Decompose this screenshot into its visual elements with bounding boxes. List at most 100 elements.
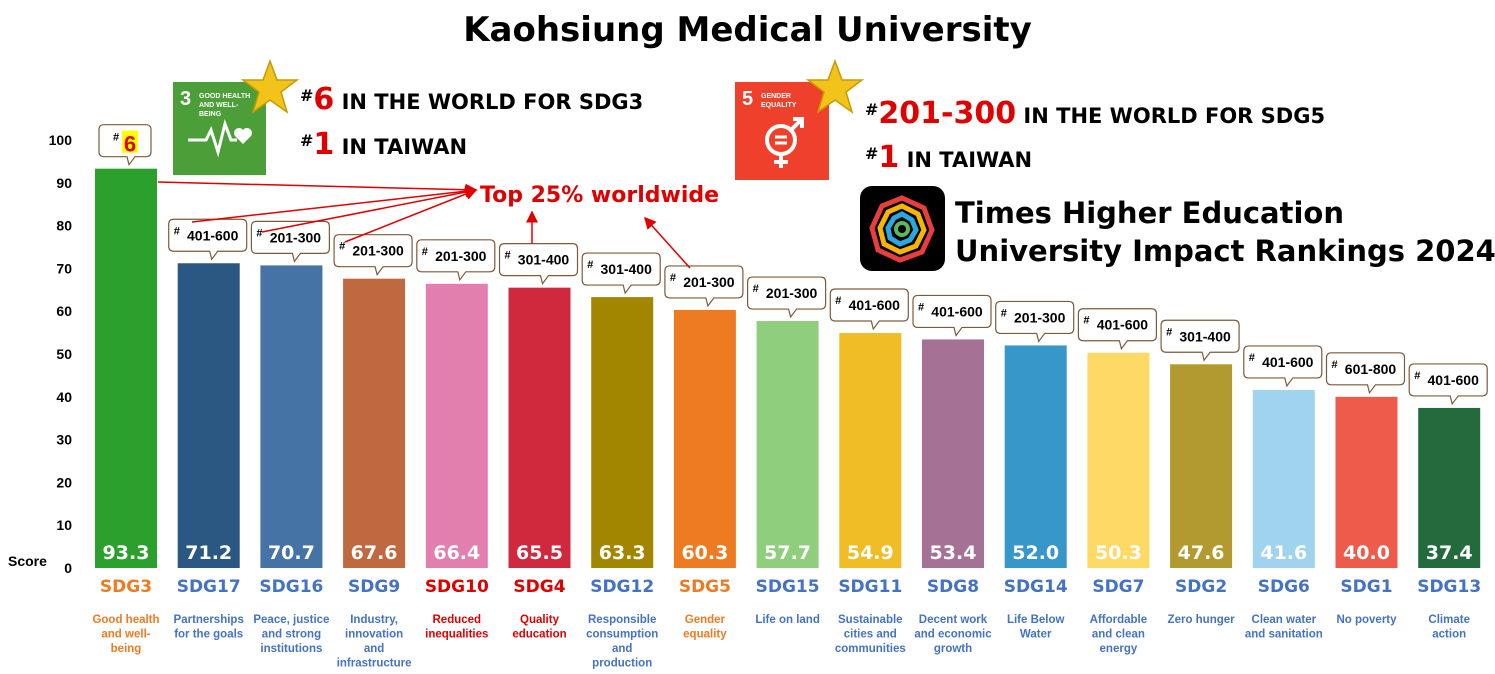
rank-callout-value: 401-600	[1097, 317, 1149, 333]
category-description: energy	[1100, 643, 1138, 655]
sdg3-logo-tile: 3 GOOD HEALTH AND WELL-BEING	[173, 82, 266, 175]
category-label: SDG13	[1417, 577, 1481, 597]
rank-callout-value: 201-300	[352, 243, 404, 259]
category-description: cities and	[844, 629, 897, 641]
rank-callout-value: 201-300	[683, 274, 735, 290]
category-description: Decent work	[919, 614, 988, 626]
the-ranking-title-line1: Times Higher Education	[955, 196, 1344, 230]
bar-sdg4	[508, 287, 571, 568]
bar-value-label: 52.0	[1012, 542, 1059, 564]
category-description: and	[364, 643, 384, 655]
bar-value-label: 37.4	[1426, 542, 1473, 564]
rank-callout-hash: #	[753, 283, 759, 295]
category-label: SDG4	[513, 577, 565, 597]
rank-callout	[912, 294, 992, 337]
rank-callout	[416, 239, 496, 282]
category-description: Zero hunger	[1168, 614, 1236, 626]
bar-value-label: 66.4	[433, 542, 480, 564]
sdg5-world-rank: #201-300 IN THE WORLD FOR SDG5	[865, 96, 1326, 131]
sdg5-taiwan-rank: #1 IN TAIWAN	[865, 140, 1033, 175]
bar-sdg12	[591, 297, 654, 568]
annotation-arrow	[191, 185, 478, 223]
bar-value-label: 65.5	[516, 542, 563, 564]
y-tick-label: 40	[56, 389, 72, 405]
sdg3-tile-text: GOOD HEALTH AND WELL-BEING	[199, 93, 251, 118]
rank-callout-value: 201-300	[766, 285, 818, 301]
rank-callout-hash: #	[256, 227, 262, 239]
rank-callout-value: 401-600	[849, 297, 901, 313]
rank-callout-hash: #	[339, 241, 345, 253]
category-label: SDG3	[100, 577, 152, 597]
bar-sdg6	[1252, 389, 1315, 568]
rank-callout-value: 401-600	[187, 227, 239, 243]
rank-callout-value: 301-400	[1179, 328, 1231, 344]
star-icon	[805, 58, 865, 114]
category-description: and strong	[262, 629, 321, 641]
category-description: and well-	[101, 629, 150, 641]
sdg3-tile-number: 3	[180, 88, 192, 110]
category-label: SDG12	[590, 577, 654, 597]
rank-callout-value: 201-300	[1014, 309, 1066, 325]
rank-callout-hash: #	[670, 272, 676, 284]
category-description: communities	[835, 643, 906, 655]
y-tick-label: 30	[56, 432, 72, 448]
category-description: action	[1432, 629, 1466, 641]
bar-value-label: 47.6	[1178, 542, 1225, 564]
category-description: Reduced	[433, 614, 482, 626]
y-axis-label: Score	[8, 553, 47, 569]
the-impact-logo-icon	[869, 195, 935, 263]
category-description: and clean	[1092, 629, 1145, 641]
heartbeat-icon	[188, 118, 252, 158]
rank-callout-hash: #	[1332, 359, 1338, 371]
category-description: No poverty	[1336, 614, 1397, 626]
rank-callout-hash: #	[835, 295, 841, 307]
category-label: SDG6	[1258, 577, 1310, 597]
rank-callout	[1243, 345, 1323, 388]
category-label: SDG5	[679, 577, 731, 597]
bar-sdg13	[1418, 407, 1481, 568]
bar-value-label: 60.3	[681, 542, 728, 564]
top25-annotation: Top 25% worldwide	[480, 183, 720, 208]
gender-equality-icon	[765, 117, 804, 168]
rank-callout-value: 6	[124, 132, 136, 157]
category-description: and sanitation	[1245, 629, 1323, 641]
rank-callout	[1077, 308, 1157, 351]
bar-sdg15	[756, 321, 819, 568]
bar-sdg9	[343, 278, 406, 568]
category-description: Affordable	[1090, 614, 1148, 626]
rank-callout	[1325, 352, 1406, 395]
rank-callout-value: 601-800	[1345, 361, 1397, 377]
category-label: SDG15	[756, 577, 820, 597]
star-icon	[240, 58, 300, 114]
category-label: SDG8	[927, 577, 979, 597]
rank-callout	[664, 265, 744, 308]
category-label: SDG1	[1340, 577, 1392, 597]
category-description: Quality	[520, 614, 560, 626]
rank-callout-value: 201-300	[270, 229, 322, 245]
y-tick-label: 70	[56, 260, 72, 276]
category-description: Industry,	[350, 614, 398, 626]
category-description: growth	[934, 643, 972, 655]
category-description: Climate	[1428, 614, 1470, 626]
rank-callout	[829, 288, 909, 331]
y-tick-label: 60	[56, 303, 72, 319]
rank-callout-hash: #	[113, 132, 119, 144]
rank-callout-hash: #	[918, 301, 924, 313]
bar-sdg7	[1087, 352, 1150, 568]
rank-callout-value: 201-300	[435, 248, 487, 264]
sdg5-tile-text: GENDER EQUALITY	[761, 93, 797, 109]
rank-callout	[995, 300, 1075, 343]
rank-callout	[333, 234, 413, 277]
category-description: Partnerships	[174, 614, 244, 626]
bar-value-label: 71.2	[185, 542, 232, 564]
category-description: inequalities	[425, 629, 488, 641]
rank-callout-hash: #	[174, 225, 180, 237]
the-impact-logo	[860, 186, 945, 271]
bar-value-label: 63.3	[599, 542, 646, 564]
category-description: Clean water	[1252, 614, 1317, 626]
rank-callout-hash: #	[422, 246, 428, 258]
rank-callout-hash: #	[1166, 326, 1172, 338]
category-description: infrastructure	[337, 658, 412, 670]
rank-callout-hash: #	[1249, 352, 1255, 364]
bar-value-label: 53.4	[930, 542, 977, 564]
